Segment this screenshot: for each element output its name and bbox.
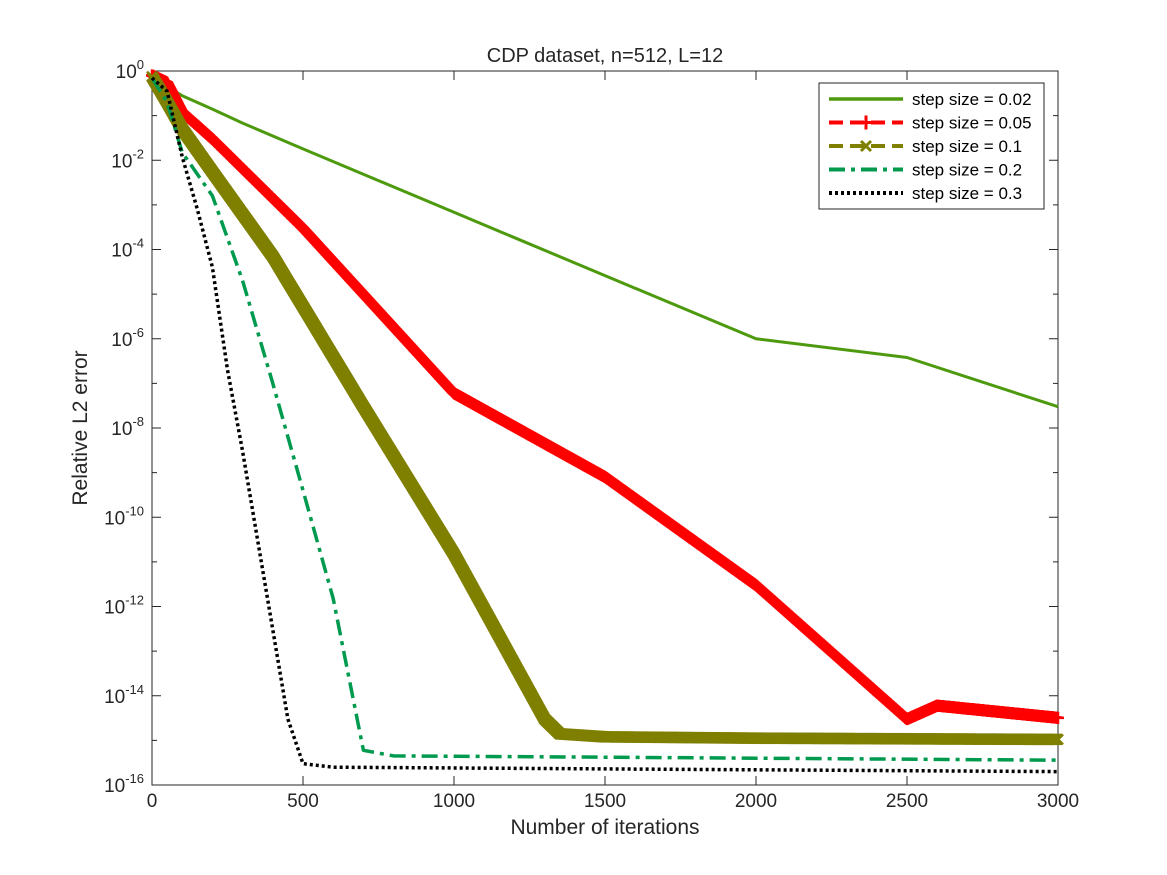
x-tick-label: 0 xyxy=(147,791,158,812)
y-tick-label: 10-6 xyxy=(111,325,144,351)
y-tick-label: 10-16 xyxy=(104,771,144,797)
legend-marker xyxy=(859,139,873,153)
y-tick-label: 100 xyxy=(116,57,144,83)
y-tick-base: 10 xyxy=(104,598,125,619)
y-axis-label: Relative L2 error xyxy=(69,350,92,505)
legend-label: step size = 0.1 xyxy=(912,137,1022,156)
y-tick-exponent: -14 xyxy=(125,682,144,697)
chart-title: CDP dataset, n=512, L=12 xyxy=(487,45,723,67)
y-tick-base: 10 xyxy=(111,330,132,351)
legend-label: step size = 0.3 xyxy=(912,184,1022,203)
series-marker xyxy=(1052,733,1064,746)
x-tick-label: 500 xyxy=(287,791,319,812)
series-layer xyxy=(146,69,1064,774)
x-tick-label: 1500 xyxy=(584,791,626,812)
y-tick-base: 10 xyxy=(116,62,137,83)
y-tick-label: 10-8 xyxy=(111,414,144,440)
legend-label: step size = 0.02 xyxy=(912,90,1032,109)
legend-label: step size = 0.2 xyxy=(912,161,1022,180)
y-tick-base: 10 xyxy=(104,776,125,797)
series-line xyxy=(151,76,1059,409)
y-tick-base: 10 xyxy=(111,151,132,172)
y-tick-exponent: -6 xyxy=(132,325,144,340)
x-tick-label: 3000 xyxy=(1037,791,1079,812)
y-tick-label: 10-14 xyxy=(104,682,144,708)
y-tick-exponent: -4 xyxy=(132,236,144,251)
x-tick-label: 2500 xyxy=(886,791,928,812)
series-line xyxy=(150,75,1059,742)
y-tick-label: 10-12 xyxy=(104,593,144,619)
y-tick-exponent: -2 xyxy=(132,146,144,161)
y-tick-exponent: -8 xyxy=(132,414,144,429)
series-0 xyxy=(151,76,1059,409)
y-tick-exponent: -16 xyxy=(125,771,144,786)
series-4 xyxy=(150,76,1059,774)
series-2 xyxy=(146,70,1064,746)
x-tick-label: 1000 xyxy=(433,791,475,812)
y-tick-base: 10 xyxy=(111,241,132,262)
y-tick-label: 10-10 xyxy=(104,503,144,529)
y-tick-exponent: 0 xyxy=(137,57,144,72)
legend: step size = 0.02 step size = 0.05 step siz… xyxy=(818,82,1045,210)
series-line xyxy=(150,76,1059,774)
series-line xyxy=(151,73,1059,721)
y-tick-base: 10 xyxy=(104,508,125,529)
y-tick-label: 10-2 xyxy=(111,146,144,172)
x-axis-ticks: 0 500 1000 1500 2000 2500 3000 xyxy=(147,71,1079,812)
series-marker xyxy=(1052,711,1064,724)
y-tick-exponent: -12 xyxy=(125,593,144,608)
y-tick-exponent: -10 xyxy=(125,503,144,518)
y-tick-label: 10-4 xyxy=(111,236,144,262)
x-tick-label: 2000 xyxy=(735,791,777,812)
legend-label: step size = 0.05 xyxy=(912,114,1032,133)
legend-marker xyxy=(859,115,873,130)
x-axis-label: Number of iterations xyxy=(510,816,699,839)
y-tick-base: 10 xyxy=(111,419,132,440)
y-tick-base: 10 xyxy=(104,687,125,708)
